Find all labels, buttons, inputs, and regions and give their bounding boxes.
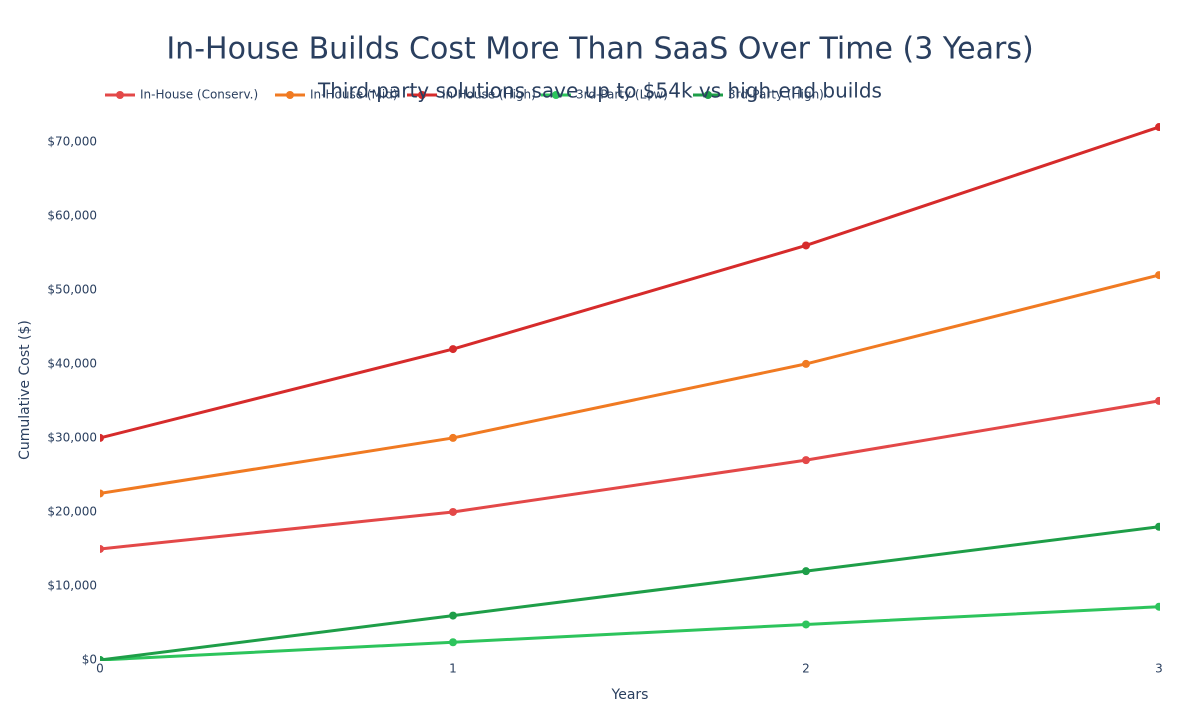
legend-marker (704, 91, 712, 99)
legend-label: 3rd-Party (High) (728, 88, 824, 102)
data-point (802, 567, 810, 576)
legend: In-House (Conserv.) In-House (Mid) In-Hous… (105, 88, 824, 102)
data-point (100, 489, 104, 498)
legend-marker (552, 91, 560, 99)
data-point (449, 611, 457, 620)
series-line (100, 273, 1160, 495)
legend-marker (286, 91, 294, 99)
series-line (100, 525, 1160, 661)
x-tick-label: 3 (1155, 662, 1163, 676)
data-point (802, 456, 810, 465)
x-tick-label: 2 (802, 662, 810, 676)
data-point (1155, 522, 1160, 531)
series-line (100, 605, 1160, 661)
legend-label: In-House (High) (442, 88, 536, 102)
series-line (100, 125, 1160, 440)
data-point (802, 241, 810, 250)
legend-marker (418, 91, 426, 99)
y-tick-label: $0 (82, 653, 97, 667)
chart-title: In-House Builds Cost More Than SaaS Over… (166, 32, 1033, 67)
data-point (449, 433, 457, 442)
y-tick-label: $70,000 (47, 134, 97, 148)
y-tick-label: $20,000 (47, 504, 97, 518)
data-point (449, 345, 457, 354)
data-point (802, 620, 810, 629)
data-point (802, 359, 810, 368)
y-tick-label: $40,000 (47, 356, 97, 370)
x-axis-title: Years (611, 687, 649, 703)
data-point (1155, 123, 1160, 132)
y-tick-label: $30,000 (47, 430, 97, 444)
chart-subtitle: Third-party solutions save up to $54k vs… (317, 79, 882, 103)
y-tick-label: $60,000 (47, 208, 97, 222)
data-point (449, 638, 457, 647)
y-tick-label: $50,000 (47, 282, 97, 296)
legend-label: In-House (Conserv.) (140, 88, 258, 102)
series-line (100, 399, 1160, 551)
data-point (1155, 271, 1160, 280)
data-point (1155, 396, 1160, 405)
y-tick-label: $10,000 (47, 578, 97, 592)
plot-area (100, 123, 1160, 661)
legend-label: In-House (Mid) (310, 88, 398, 102)
legend-label: 3rd-Party (Low) (576, 88, 668, 102)
y-axis-title: Cumulative Cost ($) (17, 320, 33, 460)
data-point (1155, 602, 1160, 611)
x-tick-label: 1 (449, 662, 457, 676)
legend-marker (116, 91, 124, 99)
data-point (100, 433, 104, 442)
data-point (100, 656, 104, 661)
data-point (100, 544, 104, 553)
x-tick-label: 0 (96, 662, 104, 676)
data-point (449, 507, 457, 516)
